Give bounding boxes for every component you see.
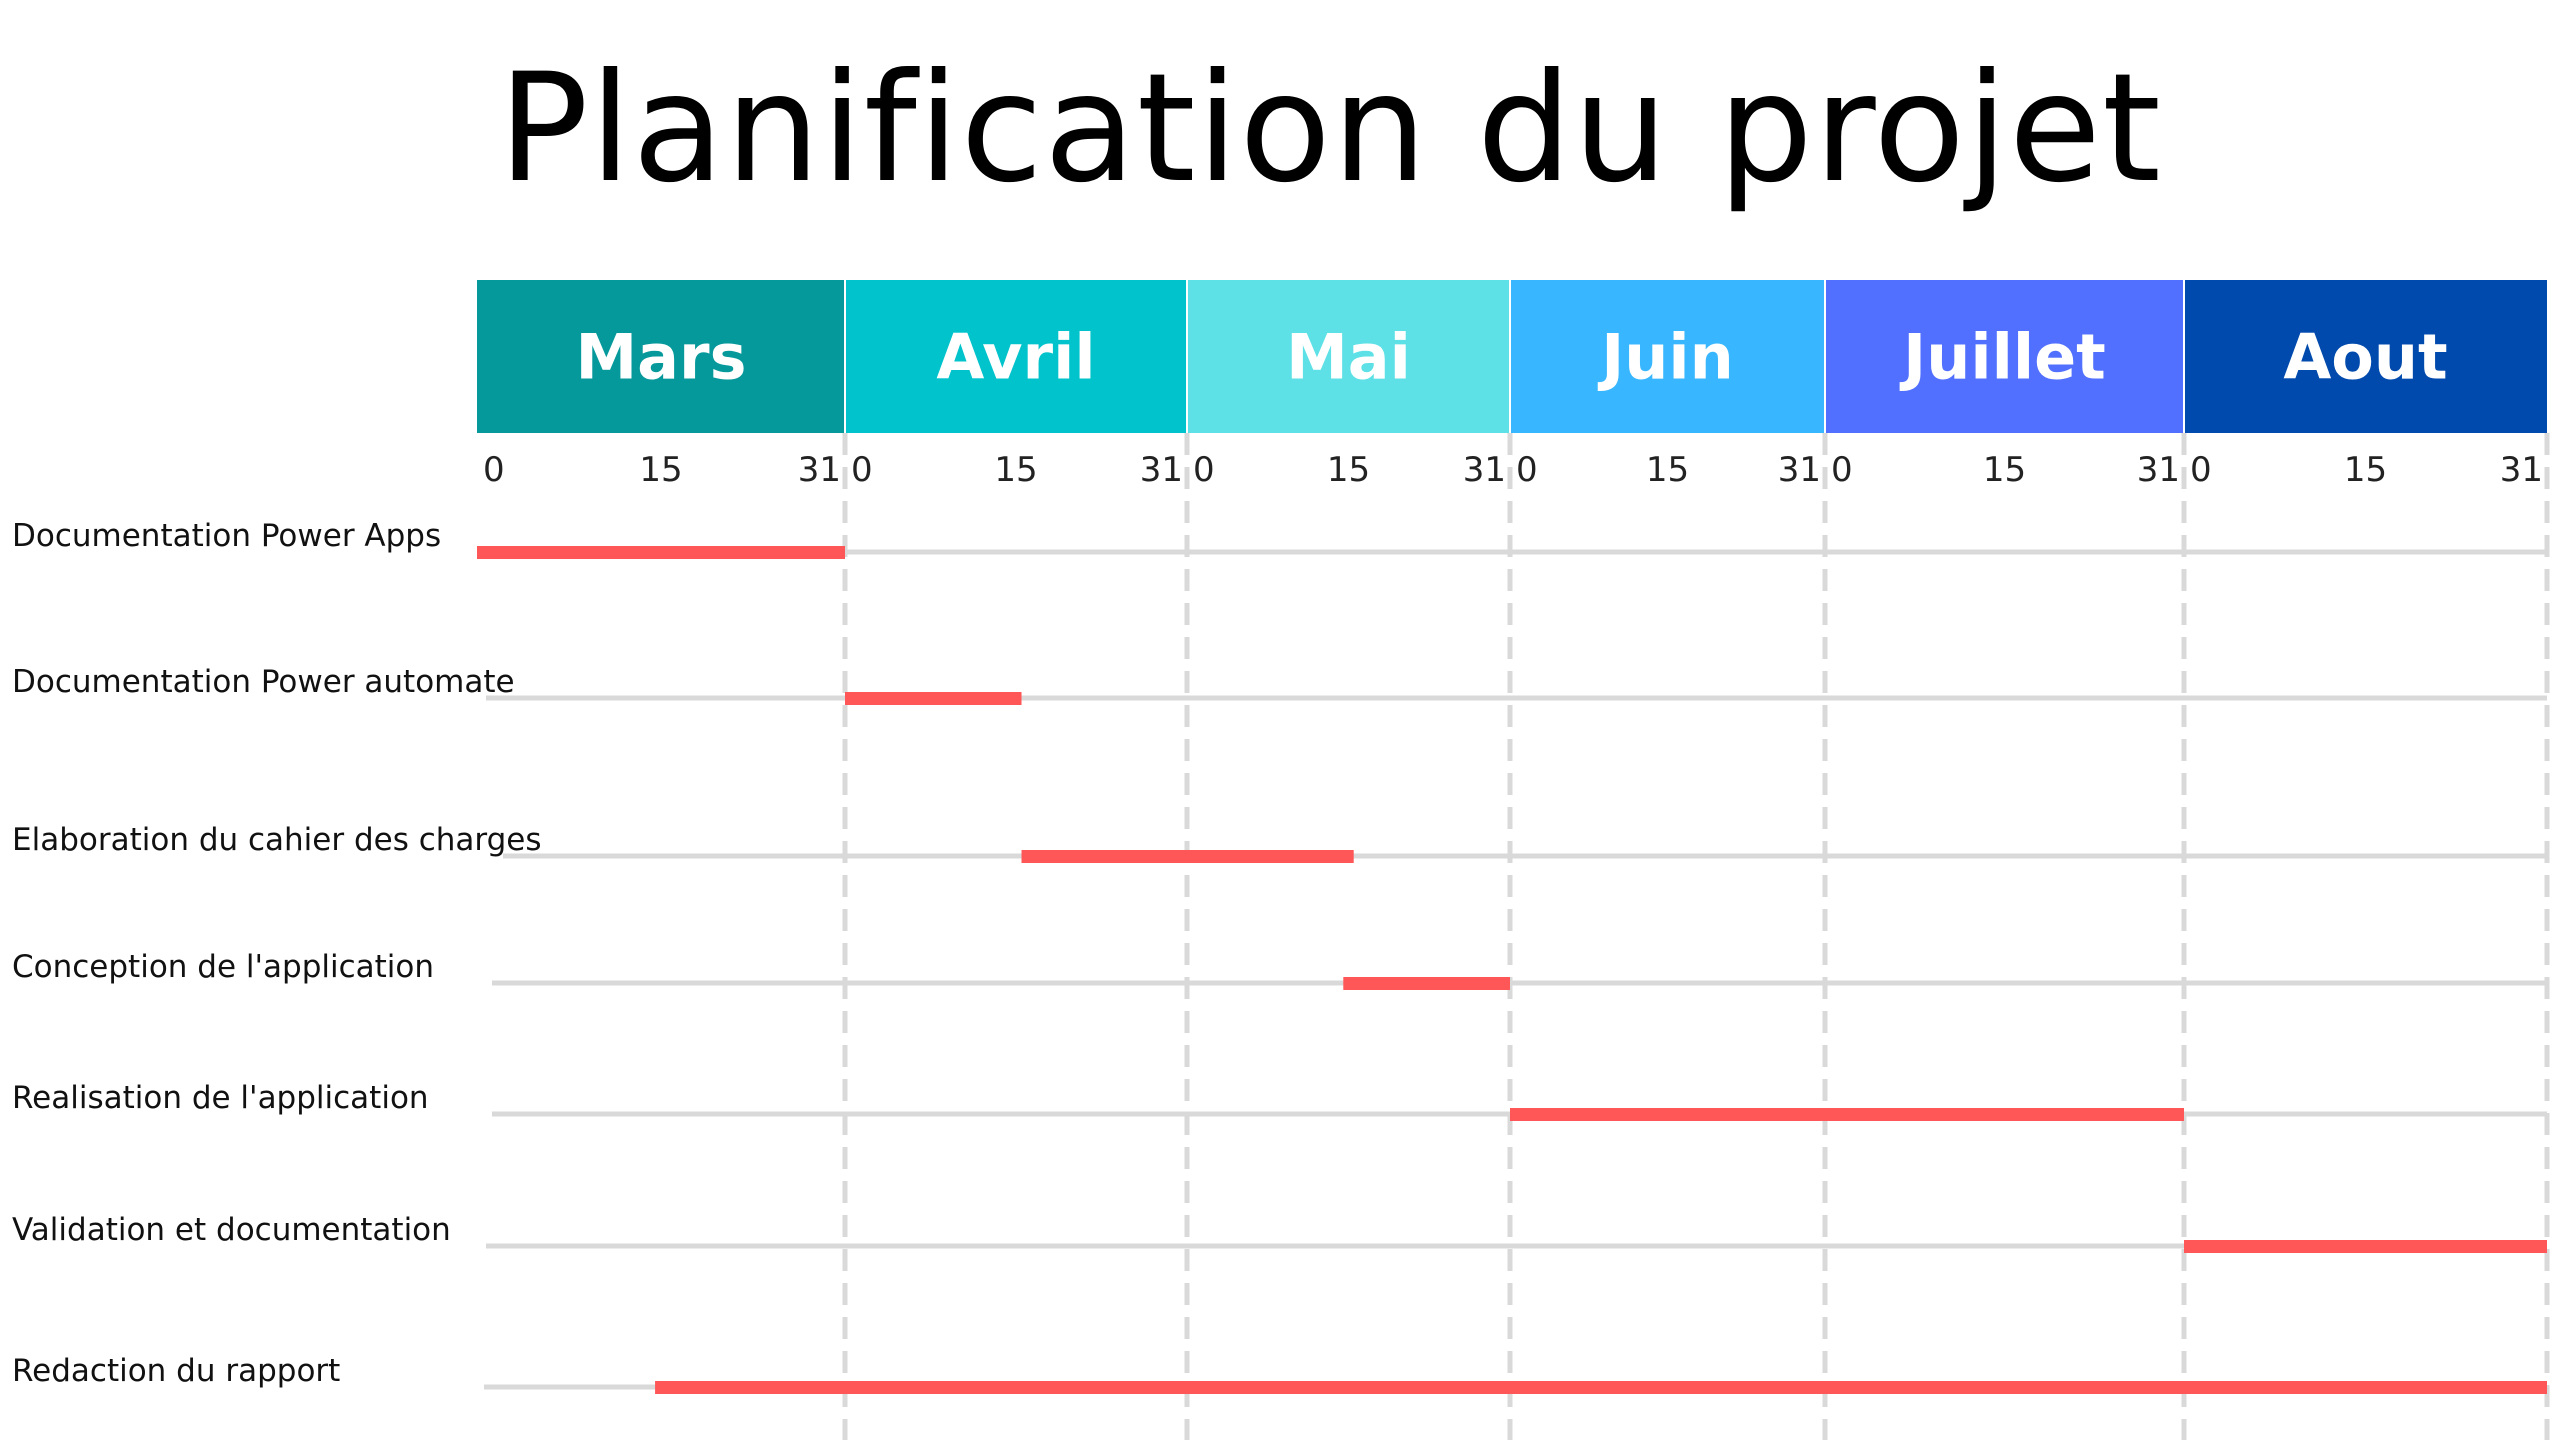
day-tick: 15 [994, 450, 1037, 490]
month-header-mai [1187, 280, 1510, 433]
month-header-juin [1510, 280, 1825, 433]
day-tick: 31 [2500, 450, 2543, 490]
day-tick: 0 [1516, 450, 1538, 490]
task-bar [1021, 850, 1354, 863]
month-label: Mai [1286, 321, 1411, 394]
month-label: Juillet [1899, 321, 2106, 394]
day-tick: 31 [1140, 450, 1183, 490]
day-tick: 0 [851, 450, 873, 490]
month-header-mars [477, 280, 845, 433]
day-tick: 15 [2344, 450, 2387, 490]
day-tick: 0 [1831, 450, 1853, 490]
month-label: Mars [575, 321, 746, 394]
day-tick: 31 [1463, 450, 1506, 490]
day-tick: 31 [798, 450, 841, 490]
task-label: Documentation Power Apps [12, 518, 441, 554]
task-label: Documentation Power automate [12, 664, 515, 700]
task-label: Elaboration du cahier des charges [12, 822, 542, 858]
task-bar [1510, 1108, 2184, 1121]
day-tick: 15 [1327, 450, 1370, 490]
task-bar [2184, 1240, 2547, 1253]
day-tick: 0 [483, 450, 505, 490]
month-label: Aout [2283, 321, 2447, 394]
month-label: Avril [936, 321, 1095, 394]
day-tick: 31 [1778, 450, 1821, 490]
month-header-aout [2184, 280, 2547, 433]
page-title: Planification du projet [498, 42, 2162, 216]
task-bar [845, 692, 1022, 705]
day-tick: 15 [639, 450, 682, 490]
task-bar [477, 546, 845, 559]
task-label: Redaction du rapport [12, 1353, 340, 1389]
day-tick: 31 [2137, 450, 2180, 490]
task-bar [1343, 977, 1510, 990]
task-label: Validation et documentation [12, 1212, 451, 1248]
day-tick: 15 [1646, 450, 1689, 490]
day-tick: 15 [1983, 450, 2026, 490]
day-tick: 0 [1193, 450, 1215, 490]
task-label: Conception de l'application [12, 949, 434, 985]
month-label: Juin [1597, 321, 1734, 394]
task-bar [655, 1381, 2548, 1394]
month-header-avril [845, 280, 1187, 433]
month-header-juillet [1825, 280, 2184, 433]
task-label: Realisation de l'application [12, 1080, 429, 1116]
day-tick: 0 [2190, 450, 2212, 490]
